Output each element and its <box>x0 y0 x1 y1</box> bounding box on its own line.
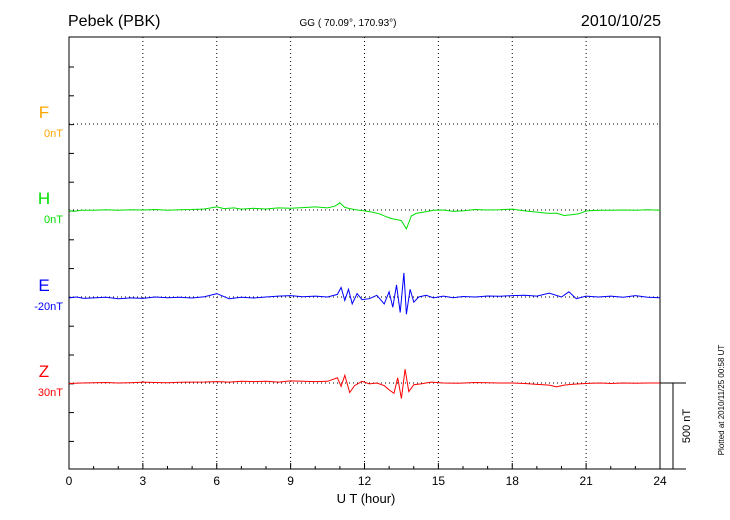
x-tick-label: 0 <box>66 474 73 488</box>
date-label: 2010/10/25 <box>581 13 661 30</box>
x-tick-label: 3 <box>140 474 147 488</box>
series-line-h <box>68 202 661 231</box>
x-tick-label: 18 <box>506 474 520 488</box>
series-layer <box>68 123 661 399</box>
channel-baseline-h: 0nT <box>44 214 63 226</box>
x-tick-label: 21 <box>579 474 593 488</box>
x-axis-label: U T (hour) <box>337 491 396 506</box>
channel-name-f: F <box>39 103 49 122</box>
x-axis: 0 3 6 9 12 15 18 21 24 <box>66 66 667 488</box>
series-line-z <box>68 369 660 399</box>
x-tick-label: 9 <box>287 474 294 488</box>
x-tick-label: 6 <box>213 474 220 488</box>
x-tick-label: 15 <box>432 474 446 488</box>
channel-labels: F 0nT H 0nT E -20nT Z 30nT <box>34 103 63 399</box>
channel-baseline-e: -20nT <box>34 301 63 313</box>
channel-baseline-f: 0nT <box>44 128 63 140</box>
x-tick-label: 24 <box>653 474 667 488</box>
scale-bar-label: 500 nT <box>681 409 693 444</box>
channel-name-e: E <box>38 276 49 295</box>
series-line-e <box>68 272 661 315</box>
x-tick-label: 12 <box>358 474 372 488</box>
grid-layer <box>142 37 587 469</box>
scale-bar: 500 nT <box>660 382 693 470</box>
channel-baseline-z: 30nT <box>38 387 63 399</box>
channel-name-h: H <box>38 189 50 208</box>
channel-name-z: Z <box>39 362 49 381</box>
station-title: Pebek (PBK) <box>68 13 160 30</box>
coordinates-label: GG ( 70.09°, 170.93°) <box>300 18 397 29</box>
plotted-note: Plotted at 2010/11/25 00:58 UT <box>717 345 726 456</box>
